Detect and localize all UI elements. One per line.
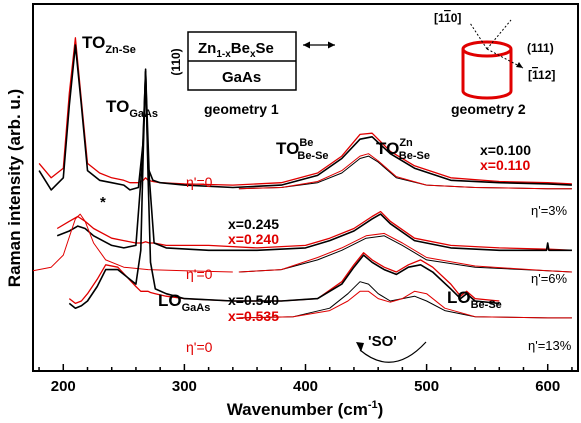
x-label-black-2: x=0.245 [228, 216, 279, 232]
spectra-layer [32, 37, 572, 319]
eta-black-2: η'=6% [531, 271, 568, 286]
label-so: 'SO' [368, 333, 397, 350]
inset1-caption: geometry 1 [204, 101, 279, 117]
x-tick-label: 300 [172, 378, 197, 395]
inset2-dir2: (111) [527, 41, 554, 55]
eta-red-1: η'=0 [186, 174, 213, 190]
x-label-red-2: x=0.240 [228, 231, 279, 247]
inset2-caption: geometry 2 [451, 101, 526, 117]
x-tick-label: 200 [51, 378, 76, 395]
x-tick-label: 500 [414, 378, 439, 395]
inset2-axis-1 [469, 22, 488, 50]
eta-red-2: η'=0 [186, 266, 213, 282]
y-axis-title: Raman intensity (arb. u.) [5, 89, 24, 287]
inset1-substrate: GaAs [222, 69, 261, 86]
spectrum-red-2 [56, 210, 572, 251]
x-label-black-3: x=0.540 [228, 292, 279, 308]
label-to-bese-zn: TOZn Be-Se [376, 137, 430, 162]
label-to-gaas: TOGaAs [106, 97, 158, 120]
label-to-bese-be: TOBe Be-Se [276, 137, 329, 162]
inset-geometry-2: [110] (111) [112] geometry 2 [434, 11, 555, 117]
label-to-znse: TOZn-Se [82, 33, 136, 56]
inset2-axis-3 [486, 48, 524, 69]
spectrum-black-2 [56, 70, 572, 252]
inset1-orientation: (110) [169, 48, 183, 75]
spectrum-black-1 [38, 44, 572, 191]
x-label-black-1: x=0.100 [480, 142, 531, 158]
x-axis-title: Wavenumber (cm-1) [227, 399, 384, 419]
inset-geometry-1: Zn1-xBexSe GaAs (110) geometry 1 [169, 31, 335, 117]
fit-black-2 [238, 235, 572, 273]
so-arrow [359, 341, 427, 363]
inset2-dir1: [110] [434, 11, 461, 25]
x-tick-label: 600 [535, 378, 560, 395]
inset2-dir3: [112] [528, 68, 555, 82]
x-tick-label: 400 [293, 378, 318, 395]
eta-black-3: η'=13% [528, 338, 572, 353]
spectrum-red-3 [68, 252, 500, 305]
x-axis-ticks: 200 300 400 500 600 [38, 364, 573, 395]
eta-black-1: η'=3% [531, 203, 568, 218]
eta-red-3: η'=0 [186, 339, 213, 355]
inset1-layer: Zn1-xBexSe [198, 40, 274, 60]
fit-black-3 [238, 281, 572, 319]
lorentz-red-2 [32, 213, 233, 273]
spectrum-black-3 [68, 70, 500, 309]
label-lo-bese: LOBe-Se [447, 288, 502, 311]
x-label-red-1: x=0.110 [480, 157, 530, 173]
fit-red-2 [238, 232, 572, 273]
label-star: * [100, 194, 106, 211]
fit-red-3 [238, 290, 572, 319]
x-label-red-3: x=0.535 [228, 308, 279, 324]
so-arrowhead [356, 342, 364, 352]
fit-red-1 [238, 153, 572, 190]
label-lo-gaas: LOGaAs [158, 291, 210, 314]
